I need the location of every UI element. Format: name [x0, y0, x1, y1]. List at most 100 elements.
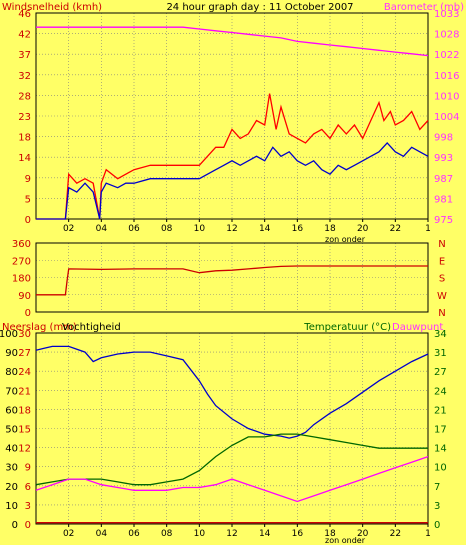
panel1-xtick-label: 1 — [425, 224, 431, 234]
panel1-xtick-label: 02 — [63, 224, 74, 234]
panel3-xtick-label: 1 — [425, 529, 431, 539]
rain-tick-label: 18 — [18, 405, 31, 416]
panel1-x-note: zon onder — [325, 235, 366, 244]
compass-label: E — [439, 256, 445, 267]
wind-axis-label: Windsnelheid (kmh) — [2, 2, 102, 13]
temperature-tick-label: 10 — [434, 463, 447, 474]
baro-tick-label: 1028 — [434, 30, 459, 41]
panel1-xtick-label: 04 — [96, 224, 108, 234]
rain-tick-label: 12 — [18, 444, 31, 455]
wind-gust-line — [36, 93, 429, 220]
panel3-x-note: zon onder — [325, 536, 366, 545]
humidity-tick-label: 10 — [5, 501, 18, 512]
baro-tick-label: 993 — [434, 153, 453, 164]
panel3-xtick-label: 20 — [357, 529, 369, 539]
temperature-tick-label: 17 — [434, 425, 447, 436]
baro-tick-label: 975 — [434, 215, 453, 226]
rain-tick-label: 6 — [25, 482, 31, 493]
panel3-xtick-label: 04 — [96, 529, 108, 539]
barometer-line — [36, 26, 429, 57]
rain-tick-label: 27 — [18, 348, 31, 359]
wind-tick-label: 23 — [18, 112, 31, 123]
panel1-xtick-label: 08 — [161, 224, 173, 234]
temperature-tick-label: 21 — [434, 405, 447, 416]
humidity-tick-label: 30 — [5, 463, 18, 474]
wind-tick-label: 42 — [18, 30, 31, 41]
panel3-xtick-label: 22 — [390, 529, 401, 539]
panel3-xtick-label: 08 — [161, 529, 173, 539]
rain-tick-label: 15 — [18, 425, 31, 436]
rain-tick-label: 0 — [25, 520, 31, 531]
panel1-xtick-label: 18 — [324, 224, 336, 234]
temperature-tick-label: 0 — [434, 520, 440, 531]
panel1-xtick-label: 12 — [226, 224, 237, 234]
temperature-line — [35, 433, 428, 486]
temperature-tick-label: 27 — [434, 367, 447, 378]
temperature-tick-label: 34 — [434, 329, 447, 340]
panel1-xtick-label: 10 — [194, 224, 206, 234]
panel2-frame — [35, 242, 429, 313]
panel1-xtick-label: 16 — [292, 224, 304, 234]
humidity-tick-label: 20 — [5, 482, 18, 493]
humidity-tick-label: 50 — [5, 425, 18, 436]
humidity-tick-label: 100 — [0, 329, 18, 340]
compass-label: W — [437, 291, 447, 302]
panel3-xtick-label: 06 — [128, 529, 140, 539]
humidity-tick-label: 90 — [5, 348, 18, 359]
barometer-axis-label: Barometer (mb) — [384, 2, 464, 13]
compass-label: N — [438, 239, 445, 250]
humidity-tick-label: 0 — [12, 520, 18, 531]
temperature-tick-label: 31 — [434, 348, 447, 359]
humidity-tick-label: 80 — [5, 367, 18, 378]
panel1-xtick-label: 22 — [390, 224, 401, 234]
baro-tick-label: 1016 — [434, 71, 459, 82]
rain-tick-label: 24 — [18, 367, 31, 378]
wind-tick-label: 18 — [18, 133, 31, 144]
compass-label: N — [438, 308, 445, 319]
rain-tick-label: 30 — [18, 329, 31, 340]
wind-tick-label: 9 — [25, 174, 31, 185]
humidity-tick-label: 60 — [5, 405, 18, 416]
dewpoint-axis-label: Dauwpunt — [392, 322, 443, 333]
baro-tick-label: 987 — [434, 174, 453, 185]
temperature-tick-label: 24 — [434, 386, 447, 397]
wind-tick-label: 14 — [18, 153, 31, 164]
direction-tick-label: 180 — [12, 274, 31, 285]
panel3-xtick-label: 14 — [259, 529, 271, 539]
temperature-tick-label: 3 — [434, 501, 440, 512]
humidity-axis-label: Vochtigheid — [62, 322, 121, 333]
humidity-tick-label: 70 — [5, 386, 18, 397]
panel3-xtick-label: 16 — [292, 529, 304, 539]
direction-tick-label: 0 — [25, 308, 31, 319]
wind-tick-label: 32 — [18, 71, 31, 82]
baro-tick-label: 1004 — [434, 112, 459, 123]
direction-tick-label: 360 — [12, 239, 31, 250]
humidity-tick-label: 40 — [5, 444, 18, 455]
wind-tick-label: 28 — [18, 91, 31, 102]
graph-title: 24 hour graph day : 11 October 2007 — [166, 2, 353, 13]
baro-tick-label: 1022 — [434, 50, 459, 61]
wind-tick-label: 46 — [18, 9, 31, 20]
compass-label: S — [439, 274, 445, 285]
direction-tick-label: 270 — [12, 256, 31, 267]
humidity-line — [35, 345, 429, 439]
temperature-tick-label: 14 — [434, 444, 447, 455]
wind-tick-label: 5 — [25, 194, 31, 205]
panel1-xtick-label: 14 — [259, 224, 271, 234]
baro-tick-label: 1010 — [434, 91, 459, 102]
rain-tick-label: 3 — [25, 501, 31, 512]
panel3-xtick-label: 18 — [324, 529, 336, 539]
wind-tick-label: 37 — [18, 50, 31, 61]
panel3-xtick-label: 02 — [63, 529, 74, 539]
wind-direction-line — [36, 265, 428, 296]
baro-tick-label: 981 — [434, 194, 453, 205]
panel3-xtick-label: 10 — [194, 529, 206, 539]
rain-axis-label: Neerslag (mm) — [2, 322, 77, 333]
panel1-xtick-label: 06 — [128, 224, 140, 234]
rain-tick-label: 21 — [18, 386, 31, 397]
baro-tick-label: 1033 — [434, 9, 459, 20]
dewpoint-line — [35, 455, 429, 503]
temperature-axis-label: Temperatuur (°C) — [303, 322, 391, 333]
